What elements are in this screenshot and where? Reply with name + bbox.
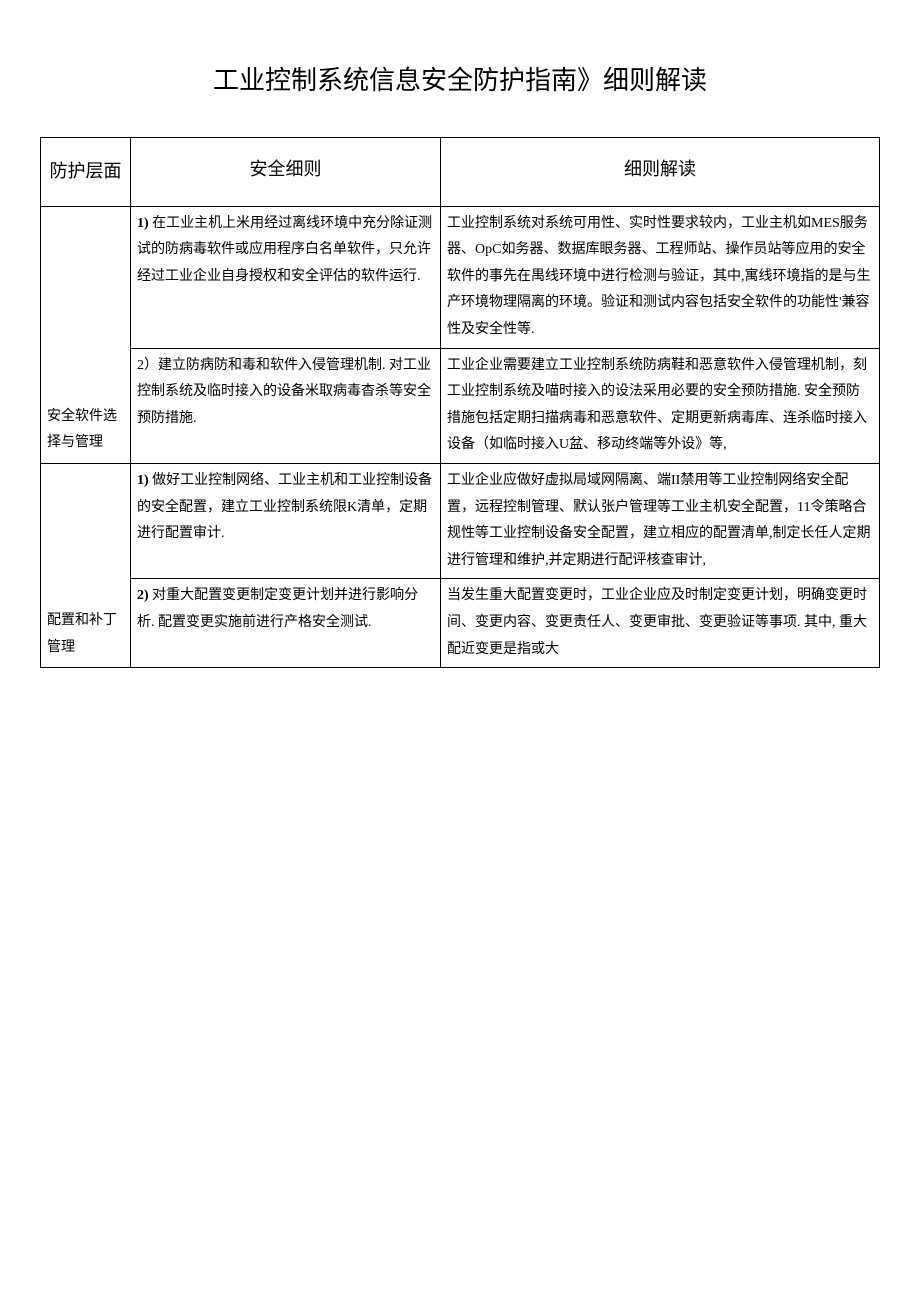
- rule-text: 建立防病防和毒和软件入侵管理机制. 对工业控制系统及临时接入的设备米取病毒杳杀等…: [137, 358, 431, 426]
- rule-text: 在工业主机上米用经过离线环境中充分除证测试的防病毒软件或应用程序白名单软件，只允…: [137, 216, 432, 284]
- rule-cell: 1) 做好工业控制网络、工业主机和工业控制设备的安全配置，建立工业控制系统限K清…: [131, 463, 441, 578]
- header-category: 防护层面: [41, 138, 131, 207]
- category-cell: 安全软件选择与管理: [41, 206, 131, 463]
- category-cell: 配置和补丁管理: [41, 463, 131, 667]
- interpretation-cell: 工业控制系统对系统可用性、实时性要求较内，工业主机如MES服务器、OpC如务器、…: [441, 206, 880, 348]
- interpretation-cell: 当发生重大配置变更时，工业企业应及时制定变更计划，明确变更时间、变更内容、变更责…: [441, 579, 880, 668]
- table-row: 配置和补丁管理 1) 做好工业控制网络、工业主机和工业控制设备的安全配置，建立工…: [41, 463, 880, 578]
- rule-cell: 1) 在工业主机上米用经过离线环境中充分除证测试的防病毒软件或应用程序白名单软件…: [131, 206, 441, 348]
- interpretation-cell: 工业企业应做好虚拟局域网隔离、端II禁用等工业控制网络安全配置，远程控制管理、默…: [441, 463, 880, 578]
- guidance-table: 防护层面 安全细则 细则解读 安全软件选择与管理 1) 在工业主机上米用经过离线…: [40, 137, 880, 668]
- rule-prefix: 1): [137, 216, 149, 231]
- header-interpretation: 细则解读: [441, 138, 880, 207]
- rule-cell: 2) 对重大配置变更制定变更计划并进行影响分析. 配置变更实施前进行产格安全测试…: [131, 579, 441, 668]
- table-header-row: 防护层面 安全细则 细则解读: [41, 138, 880, 207]
- rule-cell: 2）建立防病防和毒和软件入侵管理机制. 对工业控制系统及临时接入的设备米取病毒杳…: [131, 348, 441, 463]
- rule-prefix: 2）: [137, 358, 158, 373]
- rule-prefix: 1): [137, 473, 149, 488]
- rule-text: 做好工业控制网络、工业主机和工业控制设备的安全配置，建立工业控制系统限K清单，定…: [137, 473, 432, 541]
- document-title: 工业控制系统信息安全防护指南》细则解读: [40, 60, 880, 97]
- rule-prefix: 2): [137, 588, 149, 603]
- table-row: 2) 对重大配置变更制定变更计划并进行影响分析. 配置变更实施前进行产格安全测试…: [41, 579, 880, 668]
- interpretation-cell: 工业企业需要建立工业控制系统防病鞋和恶意软件入侵管理机制，刻工业控制系统及喵时接…: [441, 348, 880, 463]
- table-row: 2）建立防病防和毒和软件入侵管理机制. 对工业控制系统及临时接入的设备米取病毒杳…: [41, 348, 880, 463]
- header-rule: 安全细则: [131, 138, 441, 207]
- table-row: 安全软件选择与管理 1) 在工业主机上米用经过离线环境中充分除证测试的防病毒软件…: [41, 206, 880, 348]
- rule-text: 对重大配置变更制定变更计划并进行影响分析. 配置变更实施前进行产格安全测试.: [137, 588, 418, 630]
